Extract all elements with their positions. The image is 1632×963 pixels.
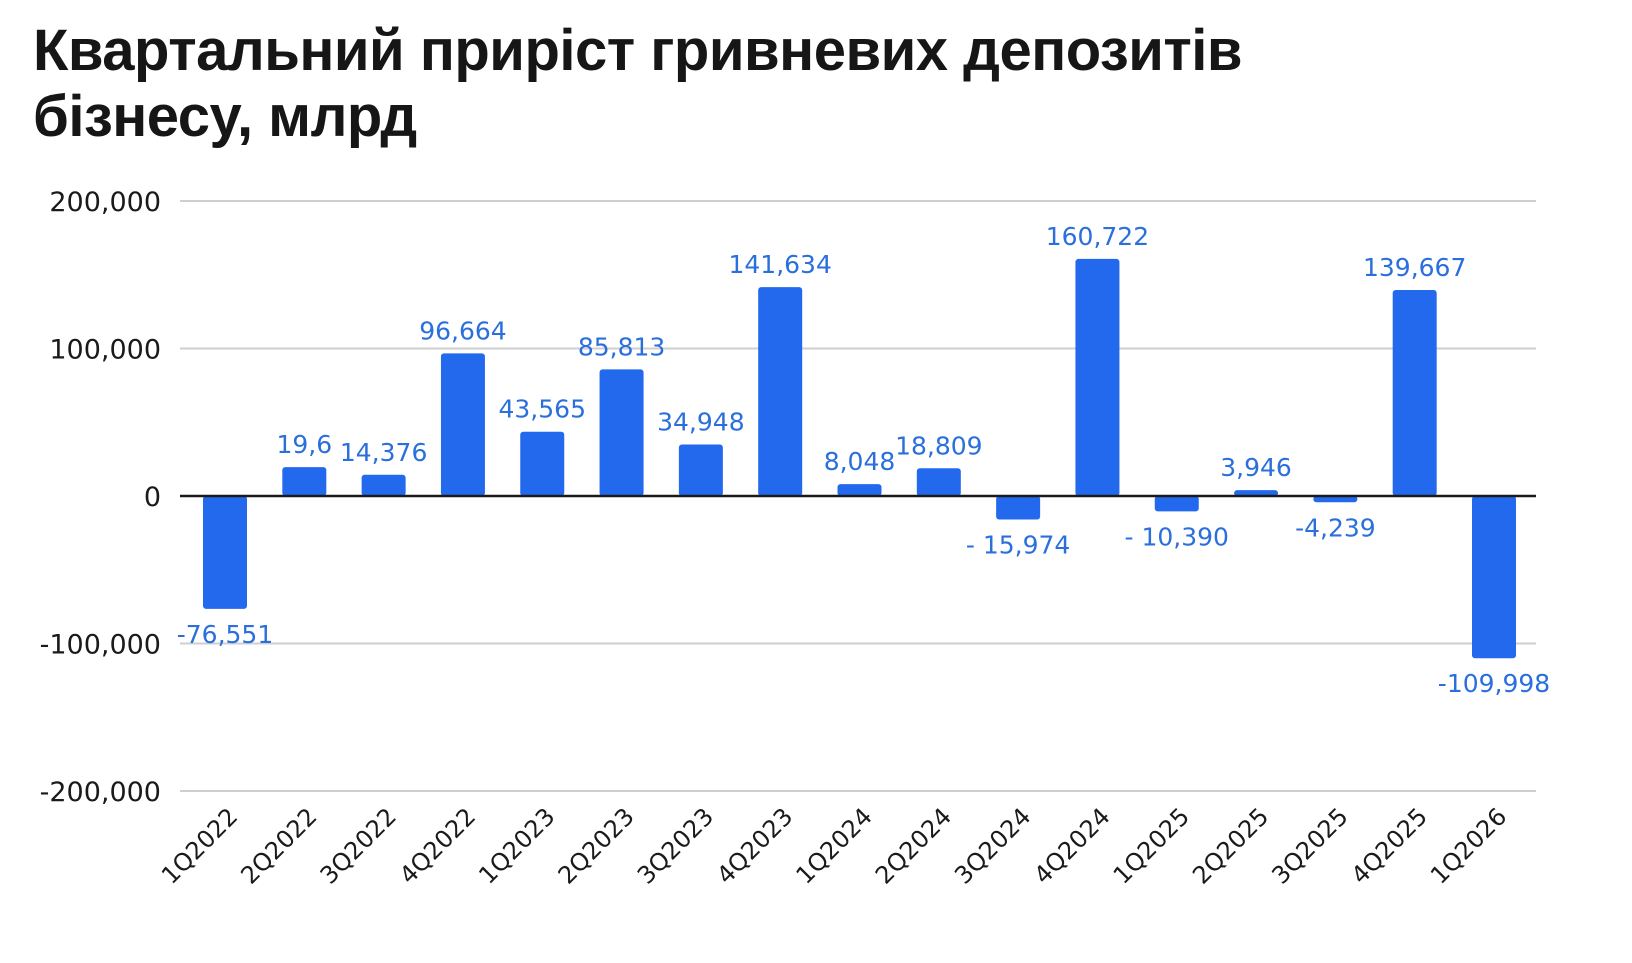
data-label: 8,048 (824, 447, 896, 476)
data-label: 139,667 (1363, 253, 1466, 282)
bar (520, 431, 565, 496)
bar (440, 353, 485, 496)
bar (361, 474, 406, 496)
bar (203, 496, 247, 609)
x-tick-label: 1Q2026 (1425, 802, 1512, 889)
y-tick-label: 100,000 (49, 335, 161, 366)
x-tick-label: 1Q2024 (791, 802, 878, 889)
y-tick-label: -100,000 (40, 630, 161, 661)
x-tick-label: 2Q2022 (235, 802, 322, 889)
bar (1472, 496, 1516, 659)
bar (1313, 496, 1358, 503)
bar (758, 287, 803, 496)
data-label: 85,813 (578, 332, 665, 361)
data-label: -76,551 (177, 620, 274, 649)
data-label: 3,946 (1220, 453, 1292, 482)
data-label: 141,634 (728, 250, 831, 279)
bar (1154, 496, 1199, 512)
y-tick-label: 0 (144, 482, 161, 513)
x-tick-label: 3Q2025 (1266, 802, 1353, 889)
data-label: 19,6 (276, 430, 332, 459)
gridlines (180, 200, 1536, 792)
data-label: -109,998 (1438, 669, 1550, 698)
bar (1392, 289, 1437, 496)
data-label: 96,664 (419, 316, 506, 345)
bar (282, 467, 327, 496)
x-tick-label: 2Q2025 (1187, 802, 1274, 889)
bar (837, 484, 882, 496)
bar (1075, 258, 1120, 496)
data-label: - 15,974 (966, 531, 1070, 560)
x-tick-label: 4Q2025 (1346, 802, 1433, 889)
x-tick-label: 1Q2022 (156, 802, 243, 889)
x-tick-label: 3Q2024 (949, 802, 1036, 889)
chart-title-line-1: Квартальний приріст гривневих депозитів (33, 18, 1243, 83)
x-tick-label: 3Q2022 (315, 802, 402, 889)
y-tick-label: -200,000 (40, 777, 161, 808)
x-tick-label: 4Q2022 (394, 802, 481, 889)
x-axis-labels: 1Q20222Q20223Q20224Q20221Q20232Q20233Q20… (156, 802, 1512, 889)
chart-title-line-2: бізнесу, млрд (33, 84, 417, 149)
bar (996, 496, 1041, 520)
bar (916, 468, 961, 496)
x-tick-label: 1Q2023 (473, 802, 560, 889)
bars (203, 258, 1516, 659)
data-label: - 10,390 (1125, 522, 1229, 551)
x-tick-label: 2Q2023 (553, 802, 640, 889)
data-label: -4,239 (1295, 513, 1376, 542)
data-label: 18,809 (895, 431, 982, 460)
data-labels: -76,551 19,6 14,376 96,664 43,565 85,813 34,94… (177, 222, 1550, 698)
data-label: 43,565 (499, 395, 586, 424)
data-label: 34,948 (657, 407, 744, 436)
data-label: 160,722 (1046, 222, 1149, 251)
bar (599, 369, 644, 496)
bar (1234, 490, 1279, 496)
bar (678, 444, 723, 496)
x-tick-label: 1Q2025 (1108, 802, 1195, 889)
x-tick-label: 3Q2023 (632, 802, 719, 889)
x-tick-label: 4Q2024 (1029, 802, 1116, 889)
x-tick-label: 4Q2023 (711, 802, 798, 889)
y-axis-labels: 200,000 100,000 0 -100,000 -200,000 (40, 187, 161, 808)
chart-title: Квартальний приріст гривневих депозитів … (33, 18, 1433, 150)
data-label: 14,376 (340, 438, 427, 467)
x-tick-label: 2Q2024 (870, 802, 957, 889)
y-tick-label: 200,000 (49, 187, 161, 218)
